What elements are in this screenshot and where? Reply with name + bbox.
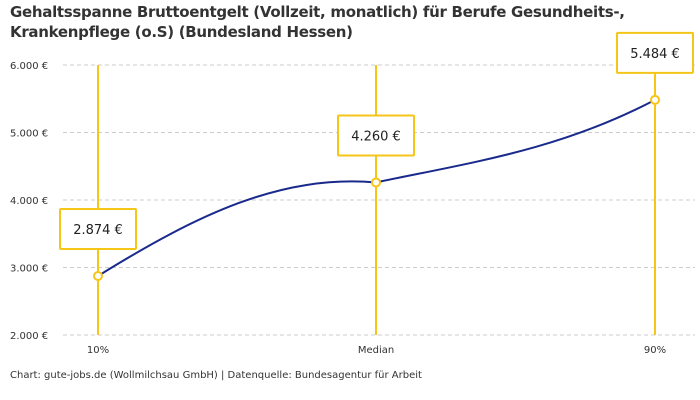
y-tick-label: 2.000 € — [10, 331, 48, 342]
y-tick-label: 5.000 € — [10, 129, 48, 140]
data-label: 2.874 € — [73, 223, 123, 238]
chart-title-line-1: Gehaltsspanne Bruttoentgelt (Vollzeit, m… — [10, 3, 625, 21]
data-label-box — [337, 114, 415, 157]
data-point — [650, 94, 660, 105]
data-label-box — [59, 208, 137, 251]
y-tick-label: 4.000 € — [10, 196, 48, 207]
data-point — [371, 177, 381, 188]
x-tick-label: 90% — [644, 345, 666, 356]
data-point — [93, 271, 103, 282]
data-label: 5.484 € — [630, 47, 680, 62]
x-tick-label: Median — [358, 345, 394, 356]
y-tick-label: 3.000 € — [10, 264, 48, 275]
chart-title: Gehaltsspanne Bruttoentgelt (Vollzeit, m… — [10, 2, 625, 42]
data-label: 4.260 € — [351, 129, 401, 144]
source-note: Chart: gute-jobs.de (Wollmilchsau GmbH) … — [10, 370, 422, 381]
chart-title-line-2: Krankenpflege (o.S) (Bundesland Hessen) — [10, 23, 353, 41]
data-label-box — [616, 31, 694, 74]
y-tick-label: 6.000 € — [10, 61, 48, 72]
x-tick-label: 10% — [87, 345, 109, 356]
